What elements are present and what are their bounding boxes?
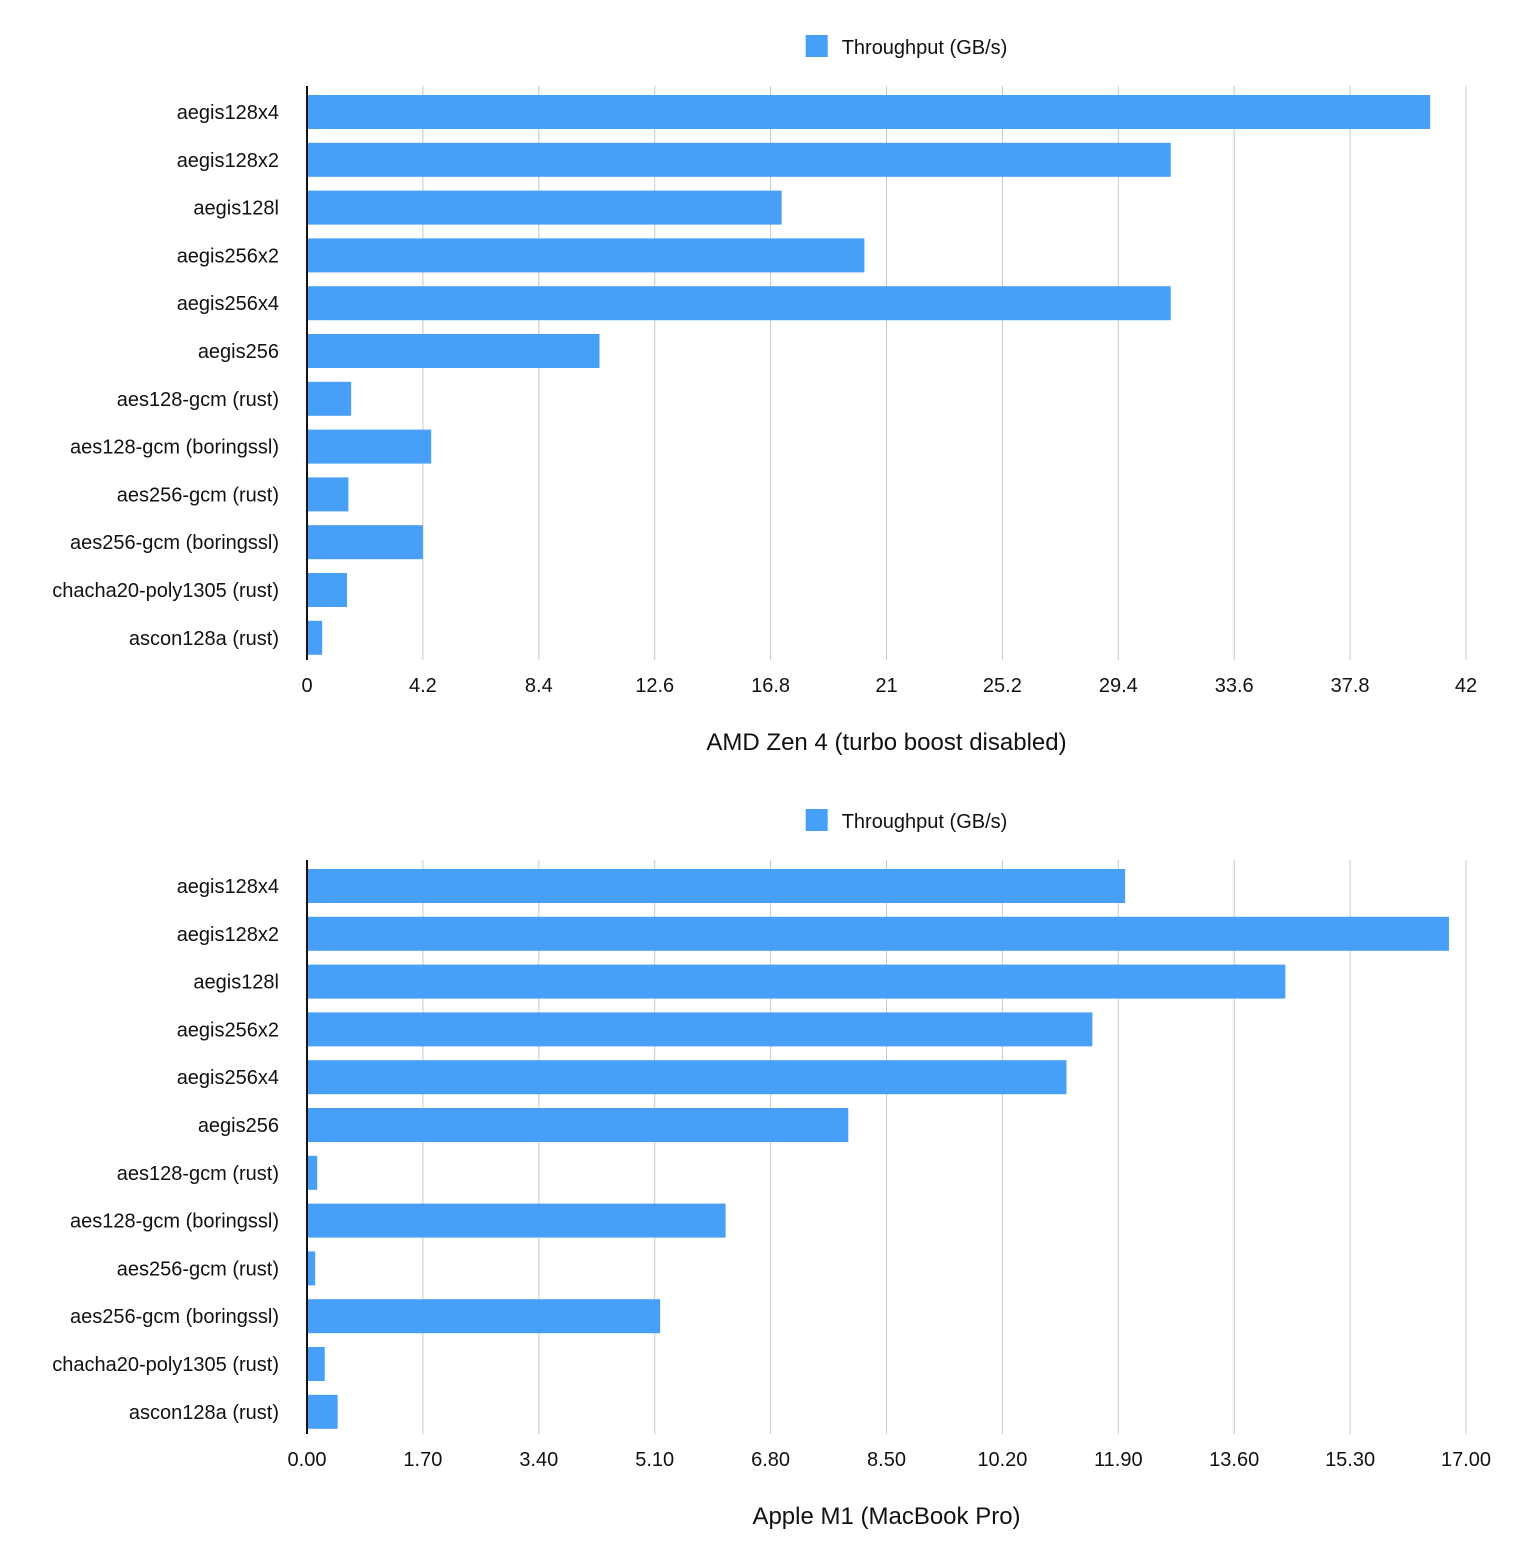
chart-0-category-label: aes256-gcm (boringssl): [70, 532, 279, 554]
chart-0-x-tick-label: 12.6: [635, 675, 674, 697]
chart-0-category-label: chacha20-poly1305 (rust): [52, 580, 279, 602]
chart-1-x-tick-label: 15.30: [1325, 1449, 1375, 1471]
chart-0-bar: [307, 286, 1171, 321]
chart-1-bar: [307, 1155, 318, 1190]
chart-0-bar: [307, 477, 349, 512]
chart-0-category-label: aegis256: [198, 341, 279, 363]
chart-1-legend-swatch: [805, 809, 828, 831]
chart-1-category-label: aegis128x2: [177, 924, 279, 946]
chart-0-bar: [307, 573, 348, 607]
chart-0-bar: [307, 525, 423, 560]
chart-1-category-label: aegis128x4: [177, 876, 279, 898]
chart-apple-m1-svg: Throughput (GB/s)aegis128x4aegis128x2aeg…: [52, 809, 1492, 1530]
chart-1-bar: [307, 916, 1449, 951]
chart-0-category-label: aegis128x2: [177, 150, 279, 172]
chart-1-category-label: ascon128a (rust): [129, 1402, 279, 1424]
chart-1-category-label: aes256-gcm (boringssl): [70, 1306, 279, 1328]
chart-0-category-label: aes256-gcm (rust): [117, 484, 279, 506]
chart-0-x-tick-label: 4.2: [409, 675, 437, 697]
chart-0-legend: Throughput (GB/s): [805, 35, 1008, 59]
chart-1-bar: [307, 1299, 661, 1334]
chart-1-x-tick-label: 0.00: [288, 1449, 327, 1471]
chart-0-category-label: aegis256x2: [177, 245, 279, 267]
chart-1-x-tick-label: 11.90: [1094, 1449, 1143, 1471]
chart-0-category-label: aegis128x4: [177, 102, 279, 124]
chart-apple-m1: Throughput (GB/s) aegis128x4 aegis128x2 aeg…: [0, 774, 1524, 1558]
chart-1-x-tick-label: 5.10: [635, 1449, 674, 1471]
chart-1-gridlines: [422, 860, 1467, 1434]
chart-0-legend-swatch: [805, 35, 828, 57]
chart-1-category-label: aes128-gcm (boringssl): [70, 1211, 279, 1233]
chart-1-bar: [307, 1347, 325, 1381]
chart-0-bar: [307, 334, 600, 368]
chart-0-x-ticks: 0 4.2 8.4 12.6 16.8 21 25.2 29.4 33.6 37.8 42: [301, 675, 1477, 697]
chart-1-bar: [307, 1060, 1067, 1095]
chart-0-category-label: aegis128l: [193, 198, 279, 220]
chart-0-x-tick-label: 29.4: [1099, 675, 1138, 697]
chart-1-x-tick-label: 1.70: [403, 1449, 442, 1471]
chart-0-x-tick-label: 42: [1455, 675, 1477, 697]
chart-0-category-labels: aegis128x4 aegis128x2 aegis128l aegis256x2 a…: [52, 102, 279, 650]
chart-0-bar: [307, 142, 1171, 177]
chart-0-x-tick-label: 21: [875, 675, 897, 697]
chart-1-x-axis-title: Apple M1 (MacBook Pro): [752, 1503, 1020, 1530]
chart-1-x-tick-label: 13.60: [1209, 1449, 1259, 1471]
chart-1-x-ticks: 0.00 1.70 3.40 5.10 6.80 8.50 10.20 11.90 13.60 1…: [288, 1449, 1492, 1471]
chart-0-x-tick-label: 16.8: [751, 675, 790, 697]
chart-0-bar: [307, 620, 323, 655]
chart-0-bars: [307, 95, 1431, 655]
chart-0-category-label: aes128-gcm (boringssl): [70, 437, 279, 459]
chart-0-bar: [307, 381, 352, 416]
chart-0-x-tick-label: 33.6: [1215, 675, 1254, 697]
chart-0-category-label: aes128-gcm (rust): [117, 389, 279, 411]
chart-1-bar: [307, 964, 1286, 999]
chart-1-legend: Throughput (GB/s): [805, 809, 1008, 833]
chart-1-bars: [307, 869, 1449, 1429]
chart-0-category-label: aegis256x4: [177, 293, 279, 315]
chart-0-x-tick-label: 0: [301, 675, 312, 697]
chart-1-x-tick-label: 10.20: [977, 1449, 1027, 1471]
chart-1-category-label: aes256-gcm (rust): [117, 1258, 279, 1280]
chart-1-category-label: chacha20-poly1305 (rust): [52, 1354, 279, 1376]
chart-1-bar: [307, 1203, 726, 1238]
chart-1-category-label: aegis256x2: [177, 1019, 279, 1041]
chart-0-legend-label: Throughput (GB/s): [842, 37, 1008, 59]
chart-0-bar: [307, 95, 1431, 129]
chart-0-x-axis-title: AMD Zen 4 (turbo boost disabled): [706, 729, 1066, 756]
chart-1-legend-label: Throughput (GB/s): [842, 811, 1008, 833]
chart-1-x-tick-label: 17.00: [1441, 1449, 1491, 1471]
chart-1-bar: [307, 1012, 1093, 1047]
chart-1-category-label: aegis256x4: [177, 1067, 279, 1089]
chart-0-bar: [307, 238, 865, 273]
chart-1-x-tick-label: 3.40: [519, 1449, 558, 1471]
chart-1-bar: [307, 869, 1126, 903]
chart-1-bar: [307, 1251, 316, 1286]
chart-0-x-tick-label: 8.4: [525, 675, 553, 697]
chart-0-x-tick-label: 37.8: [1331, 675, 1370, 697]
chart-1-bar: [307, 1108, 849, 1142]
chart-1-x-tick-label: 8.50: [867, 1449, 906, 1471]
chart-0-category-label: ascon128a (rust): [129, 628, 279, 650]
chart-1-bar: [307, 1394, 338, 1429]
chart-1-category-labels: aegis128x4 aegis128x2 aegis128l aegis256x2 a…: [52, 876, 279, 1424]
chart-1-category-label: aegis128l: [193, 972, 279, 994]
chart-0-bar: [307, 190, 782, 225]
chart-amd-zen4: Throughput (GB/s) aegis128x4 aegis128x2 aeg…: [0, 0, 1524, 774]
chart-0-gridlines: [422, 86, 1467, 660]
chart-0-x-tick-label: 25.2: [983, 675, 1022, 697]
chart-1-category-label: aegis256: [198, 1115, 279, 1137]
chart-1-x-tick-label: 6.80: [751, 1449, 790, 1471]
chart-amd-zen4-svg: Throughput (GB/s)aegis128x4aegis128x2aeg…: [52, 35, 1477, 756]
chart-0-bar: [307, 429, 432, 464]
chart-1-category-label: aes128-gcm (rust): [117, 1163, 279, 1185]
